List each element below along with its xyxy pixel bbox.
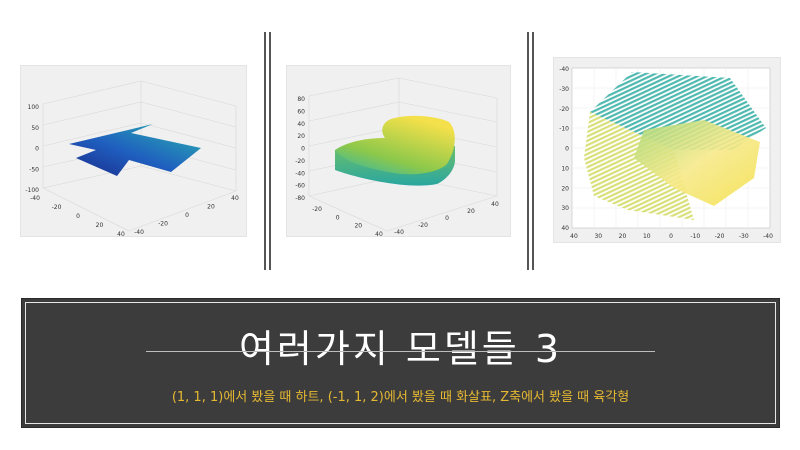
plot-arrow-view: 100 50 0 -50 -100 -40 -20 0 20 40 -40 -20 0 20 40 bbox=[21, 66, 246, 236]
hexagon-x-tick-label: 20 bbox=[619, 233, 627, 240]
heart-z-tick-label: 0 bbox=[301, 146, 305, 153]
arrow-right-tick-label: 0 bbox=[185, 212, 189, 219]
hexagon-x-tick-label: -40 bbox=[763, 233, 773, 240]
heart-right-tick-label: -40 bbox=[394, 229, 404, 236]
hexagon-y-ticks: -40 -30 -20 -10 0 10 20 30 40 bbox=[559, 66, 569, 232]
heart-left-tick-label: 20 bbox=[354, 223, 362, 230]
hexagon-x-tick-label: 10 bbox=[643, 233, 651, 240]
heart-z-tick-label: 80 bbox=[297, 96, 305, 103]
heart-z-tick-label: -80 bbox=[295, 195, 305, 202]
banner-subtitle: (1, 1, 1)에서 봤을 때 하트, (-1, 1, 2)에서 봤을 때 화… bbox=[171, 390, 630, 405]
banner-frame: 여러가지 모델들 3 (1, 1, 1)에서 봤을 때 하트, (-1, 1, … bbox=[25, 302, 776, 424]
plot-heart-view: 80 60 40 20 0 -20 -40 -60 -80 -20 0 20 40 -40 -20 0 20… bbox=[287, 66, 510, 236]
heart-z-tick-label: -20 bbox=[295, 158, 305, 165]
arrow-right-tick-label: -20 bbox=[158, 221, 168, 228]
heart-right-tick-label: 40 bbox=[491, 201, 499, 208]
heart-left-tick-label: 0 bbox=[336, 214, 340, 221]
heart-right-tick-label: 0 bbox=[445, 215, 449, 222]
banner-divider bbox=[146, 351, 655, 352]
hexagon-x-tick-label: 0 bbox=[669, 233, 673, 240]
arrow-z-tick-label: 100 bbox=[28, 104, 40, 111]
plot-hexagon-view: -40 -30 -20 -10 0 10 20 30 40 40 30 20 10 0 -10 -20 -30… bbox=[554, 58, 780, 242]
hexagon-x-tick-label: -30 bbox=[739, 233, 749, 240]
heart-right-tick-label: 20 bbox=[467, 208, 475, 215]
arrow-left-ticks: -40 -20 0 20 40 bbox=[30, 195, 125, 236]
hexagon-y-tick-label: -30 bbox=[559, 86, 569, 93]
hexagon-y-tick-label: 40 bbox=[561, 225, 569, 232]
hexagon-x-ticks: 40 30 20 10 0 -10 -20 -30 -40 bbox=[570, 233, 773, 240]
hexagon-left-face bbox=[584, 112, 694, 220]
title-banner: 여러가지 모델들 3 (1, 1, 1)에서 봤을 때 하트, (-1, 1, … bbox=[21, 298, 780, 428]
arrow-right-tick-label: 40 bbox=[231, 195, 239, 202]
hexagon-y-tick-label: 30 bbox=[561, 205, 569, 212]
arrow-left-tick-label: -20 bbox=[52, 204, 62, 211]
arrow-z-tick-label: 0 bbox=[35, 146, 39, 153]
heart-right-ticks: -40 -20 0 20 40 bbox=[394, 201, 499, 236]
hexagon-x-tick-label: 40 bbox=[570, 233, 578, 240]
arrow-left-tick-label: 0 bbox=[76, 213, 80, 220]
arrow-right-ticks: -40 -20 0 20 40 bbox=[134, 195, 239, 236]
arrow-grid bbox=[42, 80, 237, 232]
heart-z-tick-label: 60 bbox=[297, 108, 305, 115]
arrow-right-tick-label: 20 bbox=[207, 204, 215, 211]
hexagon-x-tick-label: 30 bbox=[594, 233, 602, 240]
heart-z-tick-label: -40 bbox=[295, 170, 305, 177]
banner-title: 여러가지 모델들 3 bbox=[238, 327, 563, 371]
hexagon-y-tick-label: 0 bbox=[565, 146, 569, 153]
arrow-z-ticks: 100 50 0 -50 -100 bbox=[25, 104, 39, 194]
hexagon-bright-face bbox=[634, 120, 760, 206]
hexagon-y-tick-label: -40 bbox=[559, 66, 569, 73]
arrow-z-tick-label: -50 bbox=[29, 166, 39, 173]
hexagon-y-tick-label: 20 bbox=[561, 185, 569, 192]
arrow-z-tick-label: -100 bbox=[25, 187, 39, 194]
hexagon-y-tick-label: 10 bbox=[561, 165, 569, 172]
arrow-surface bbox=[69, 124, 201, 176]
separator-right bbox=[527, 32, 534, 270]
heart-right-tick-label: -20 bbox=[418, 222, 428, 229]
hexagon-y-tick-label: -20 bbox=[559, 106, 569, 113]
hexagon-x-tick-label: -20 bbox=[715, 233, 725, 240]
arrow-left-tick-label: -40 bbox=[30, 195, 40, 202]
plot-arrow-svg: 100 50 0 -50 -100 -40 -20 0 20 40 -40 -20 0 20 40 bbox=[25, 80, 239, 236]
heart-left-tick-label: -20 bbox=[312, 206, 322, 213]
plot-heart-svg: 80 60 40 20 0 -20 -40 -60 -80 -20 0 20 40 -40 -20 0 20… bbox=[295, 77, 499, 236]
arrow-z-tick-label: 50 bbox=[31, 125, 39, 132]
plot-hexagon-svg: -40 -30 -20 -10 0 10 20 30 40 40 30 20 10 0 -10 -20 -30… bbox=[559, 66, 773, 240]
heart-z-tick-label: -60 bbox=[295, 183, 305, 190]
hexagon-x-tick-label: -10 bbox=[690, 233, 700, 240]
heart-surface bbox=[335, 115, 455, 175]
heart-z-tick-label: 40 bbox=[297, 121, 305, 128]
heart-grid bbox=[308, 77, 498, 232]
arrow-left-tick-label: 40 bbox=[117, 231, 125, 236]
separator-left bbox=[264, 32, 271, 270]
heart-z-ticks: 80 60 40 20 0 -20 -40 -60 -80 bbox=[295, 96, 305, 202]
arrow-right-tick-label: -40 bbox=[134, 229, 144, 236]
arrow-left-tick-label: 20 bbox=[96, 222, 104, 229]
hexagon-y-tick-label: -10 bbox=[559, 126, 569, 133]
heart-left-tick-label: 40 bbox=[375, 231, 383, 236]
heart-left-ticks: -20 0 20 40 bbox=[312, 206, 383, 236]
heart-z-tick-label: 20 bbox=[297, 133, 305, 140]
